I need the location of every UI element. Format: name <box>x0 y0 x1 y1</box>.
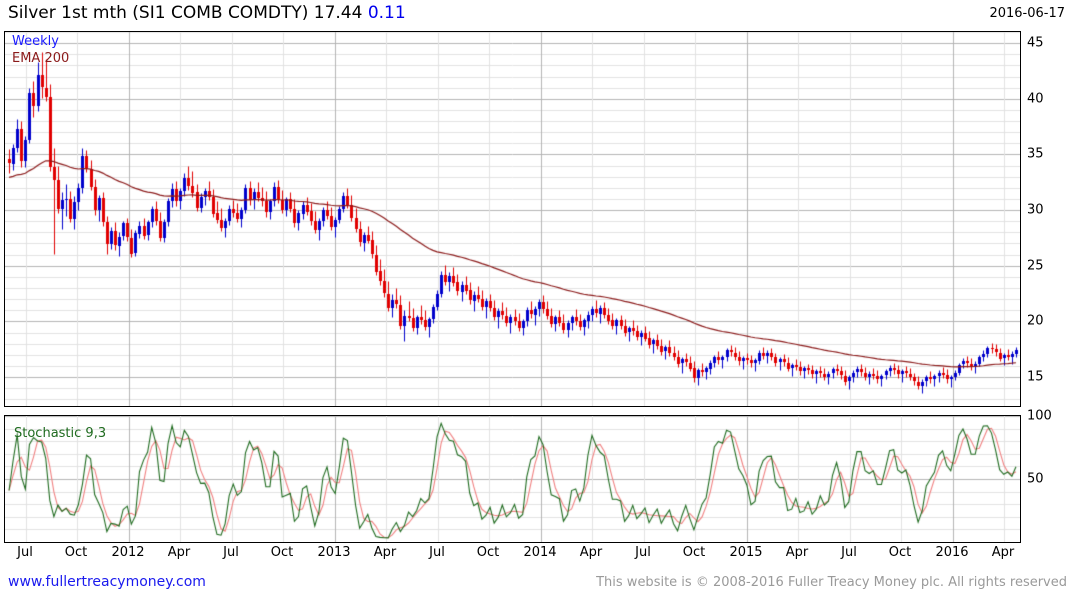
price-y-tick: 15 <box>1027 369 1044 385</box>
stochastic-y-axis: 50 100 <box>1021 409 1073 543</box>
price-y-tick: 40 <box>1027 91 1044 107</box>
x-axis-tick: 2013 <box>317 545 351 560</box>
x-axis-tick: 2016 <box>935 545 969 560</box>
price-y-tick: 30 <box>1027 202 1044 218</box>
x-axis-tick: Jul <box>17 545 33 560</box>
stochastic-y-tick: 100 <box>1027 408 1052 424</box>
periodicity-label: Weekly <box>12 34 59 49</box>
price-canvas[interactable] <box>5 32 1020 406</box>
stochastic-y-tick: 50 <box>1027 471 1044 487</box>
x-axis-tick: 2015 <box>729 545 763 560</box>
x-axis-tick: Oct <box>682 545 706 560</box>
price-panel[interactable] <box>4 31 1021 407</box>
copyright-notice: This website is © 2008-2016 Fuller Treac… <box>596 575 1067 590</box>
x-axis-tick: Apr <box>991 545 1015 560</box>
page-title: Silver 1st mth (SI1 COMB COMDTY) 17.44 0… <box>8 3 406 23</box>
x-axis-tick: Oct <box>476 545 500 560</box>
ema-label: EMA 200 <box>12 51 70 66</box>
price-y-tick: 35 <box>1027 146 1044 162</box>
x-axis-tick: Apr <box>167 545 191 560</box>
x-axis-tick: Apr <box>785 545 809 560</box>
as-of-date: 2016-06-17 <box>989 6 1065 21</box>
x-axis-tick: Jul <box>635 545 651 560</box>
chart-header: Silver 1st mth (SI1 COMB COMDTY) 17.44 0… <box>0 0 1075 28</box>
x-axis-tick: Jul <box>223 545 239 560</box>
x-axis-tick: Oct <box>888 545 912 560</box>
x-axis-tick: Oct <box>270 545 294 560</box>
price-change: 0.11 <box>367 3 406 23</box>
x-axis-tick: Apr <box>579 545 603 560</box>
x-axis-tick: 2014 <box>523 545 557 560</box>
x-axis-tick: Oct <box>64 545 88 560</box>
x-axis-tick: Jul <box>429 545 445 560</box>
site-url[interactable]: www.fullertreacymoney.com <box>8 574 206 590</box>
price-y-tick: 25 <box>1027 258 1044 274</box>
price-y-tick: 45 <box>1027 35 1044 51</box>
stochastic-panel[interactable] <box>4 415 1021 543</box>
stochastic-canvas[interactable] <box>5 416 1020 542</box>
x-axis-tick: Apr <box>373 545 397 560</box>
stochastic-label: Stochastic 9,3 <box>14 426 107 441</box>
price-y-tick: 20 <box>1027 313 1044 329</box>
instrument-and-price: Silver 1st mth (SI1 COMB COMDTY) 17.44 <box>8 3 363 23</box>
x-axis-tick: 2012 <box>111 545 145 560</box>
x-axis: Jul Oct 2012 Apr Jul Oct 2013 Apr Jul Oct 2014 Apr J… <box>4 545 1021 567</box>
price-y-axis: 15 20 25 30 35 40 45 <box>1021 31 1073 407</box>
x-axis-tick: Jul <box>841 545 857 560</box>
chart-footer: www.fullertreacymoney.com This website i… <box>0 572 1075 596</box>
